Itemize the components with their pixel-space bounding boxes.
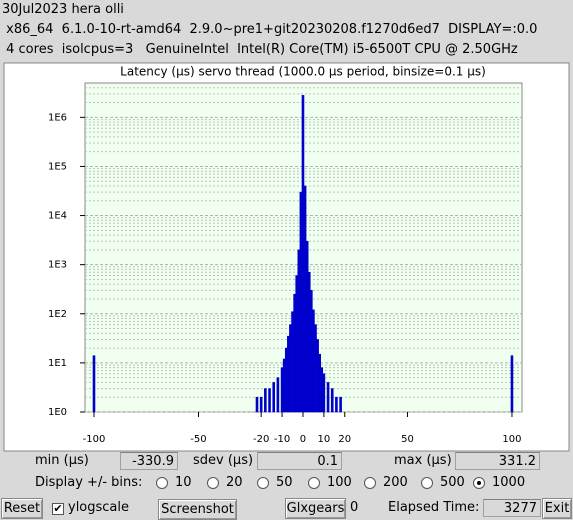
bins-option[interactable]: 10 <box>175 475 192 490</box>
x-tick-label: -50 <box>190 434 206 445</box>
bar <box>335 396 338 413</box>
x-tick-label: 10 <box>318 434 331 445</box>
y-tick-label: 1E6 <box>48 112 67 123</box>
bar <box>287 335 290 413</box>
bar <box>268 388 271 413</box>
bar <box>330 388 334 413</box>
sdev-label: sdev (µs) <box>193 453 254 468</box>
bar <box>255 396 259 413</box>
bar <box>320 367 324 413</box>
chart: Latency (µs) servo thread (1000.0 µs per… <box>3 62 570 452</box>
min-value: -330.9 <box>120 452 178 470</box>
bar <box>282 358 286 413</box>
y-tick-label: 1E5 <box>48 161 67 172</box>
bins-option[interactable]: 100 <box>327 475 352 490</box>
x-tick-label: -20 <box>253 434 269 445</box>
bar <box>284 347 288 413</box>
bar <box>272 382 276 413</box>
bar <box>276 377 280 413</box>
header-line: x86_64 6.1.0-10-rt-amd64 2.9.0~pre1+git2… <box>2 22 538 37</box>
glxgears-button[interactable]: Glxgears <box>285 498 346 519</box>
bins-radio[interactable] <box>156 477 168 489</box>
screenshot-button[interactable]: Screenshot <box>158 499 237 520</box>
bar <box>339 396 342 413</box>
bar <box>280 367 284 413</box>
max-label: max (µs) <box>394 453 452 468</box>
y-tick-label: 1E1 <box>48 358 67 369</box>
bar <box>312 309 315 413</box>
x-tick-label: -10 <box>274 434 290 445</box>
header-line: 4 cores isolcpus=3 GenuineIntel Intel(R)… <box>2 42 518 57</box>
bins-option[interactable]: 50 <box>276 475 293 490</box>
y-tick-label: 1E2 <box>48 309 67 320</box>
exit-button[interactable]: Exit <box>542 498 572 519</box>
bar <box>322 373 326 413</box>
sdev-value: 0.1 <box>257 452 342 470</box>
bar <box>307 271 311 413</box>
bar <box>510 355 514 413</box>
bar <box>259 396 263 413</box>
bar <box>289 324 292 413</box>
x-tick-label: -100 <box>83 434 106 445</box>
bar <box>92 355 96 413</box>
bar <box>303 185 307 413</box>
bar <box>310 290 313 413</box>
x-tick-label: 100 <box>502 434 521 445</box>
bins-radio[interactable] <box>207 477 219 489</box>
bar <box>299 191 303 413</box>
bar <box>316 339 319 413</box>
bins-option[interactable]: 1000 <box>492 475 526 490</box>
y-tick-label: 1E3 <box>48 260 67 271</box>
bins-radio[interactable] <box>473 477 485 489</box>
bins-option[interactable]: 20 <box>226 475 243 490</box>
bins-radio[interactable] <box>421 477 433 489</box>
x-tick-label: 50 <box>401 434 414 445</box>
bar <box>297 249 301 413</box>
bar <box>314 324 317 413</box>
bins-option[interactable]: 500 <box>440 475 465 490</box>
bar <box>318 353 321 413</box>
max-value: 331.2 <box>455 452 540 470</box>
bins-label: Display +/- bins: <box>35 475 143 490</box>
bins-radio[interactable] <box>364 477 376 489</box>
x-tick-label: 20 <box>338 434 351 445</box>
ylogscale-checkbox[interactable]: ✔ <box>52 502 64 515</box>
bar <box>264 388 267 413</box>
elapsed-label: Elapsed Time: <box>388 500 480 515</box>
bar <box>305 240 309 413</box>
bins-radio[interactable] <box>257 477 269 489</box>
reset-button[interactable]: Reset <box>1 498 43 519</box>
bar <box>295 275 299 413</box>
y-tick-label: 1E4 <box>48 211 67 222</box>
y-tick-label: 1E0 <box>48 407 67 418</box>
bar <box>293 293 296 413</box>
bar <box>291 311 294 413</box>
bins-radio[interactable] <box>308 477 320 489</box>
elapsed-value: 3277 <box>483 499 541 517</box>
glxgears-count: 0 <box>350 500 359 515</box>
min-label: min (µs) <box>35 453 89 468</box>
chart-title: Latency (µs) servo thread (1000.0 µs per… <box>120 65 486 79</box>
header-line: 30Jul2023 hera olli <box>2 2 124 17</box>
ylogscale-label[interactable]: ylogscale <box>68 500 130 515</box>
bar <box>326 382 330 413</box>
bar <box>301 95 305 413</box>
bins-option[interactable]: 200 <box>383 475 408 490</box>
x-tick-label: 0 <box>300 434 306 445</box>
